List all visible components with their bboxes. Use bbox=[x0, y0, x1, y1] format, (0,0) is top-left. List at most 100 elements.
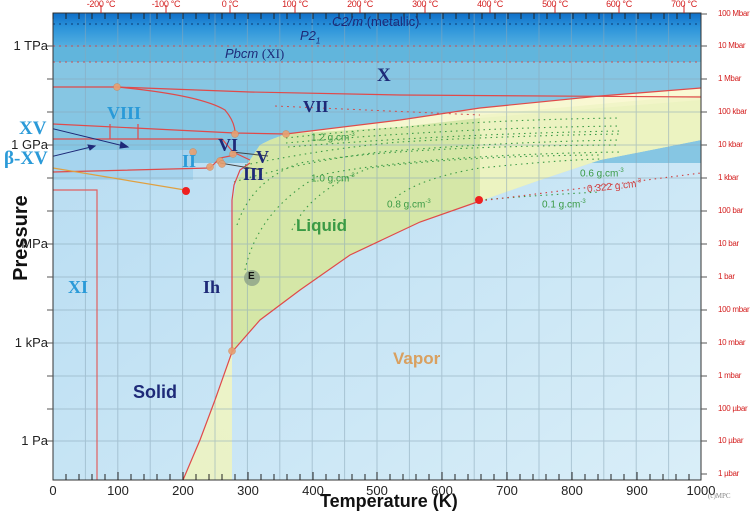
celsius-ticks bbox=[100, 5, 685, 13]
label-viii: VIII bbox=[107, 103, 142, 123]
xi-ih-boundary bbox=[53, 189, 98, 480]
x-tick-500: 500 bbox=[366, 483, 388, 498]
density-value: 1.0 g.cm bbox=[311, 173, 350, 185]
vii-x-boundary bbox=[53, 86, 701, 98]
r-tick-1bar: 1 bar bbox=[718, 272, 735, 281]
r-tick-10mbar: 10 mbar bbox=[718, 338, 746, 347]
density-exponent: -3 bbox=[425, 199, 431, 205]
r-tick-1mbar: 1 mbar bbox=[718, 371, 742, 380]
density-exponent: -3 bbox=[635, 178, 642, 185]
r-tick-100mbar-mega: 100 Mbar bbox=[718, 9, 750, 18]
density-value: 0.8 g.cm bbox=[387, 199, 426, 211]
c-tick-500: 500 °C bbox=[542, 0, 568, 9]
x-tick-700: 700 bbox=[496, 483, 518, 498]
x-tick-0: 0 bbox=[49, 483, 57, 498]
phase-boundaries bbox=[53, 86, 701, 480]
r-tick-100kbar: 100 kbar bbox=[718, 107, 747, 116]
label-v: V bbox=[256, 147, 269, 167]
label-xv: XV bbox=[19, 118, 47, 139]
triple-points bbox=[113, 83, 290, 355]
melting-curve-ih bbox=[231, 162, 251, 352]
density-exponent: -3 bbox=[580, 199, 586, 205]
e-marker-circle bbox=[244, 270, 260, 286]
label-pbcm-xi: Pbcm (XI) bbox=[225, 47, 284, 60]
density-label-1-0: 1.0 g.cm-3 bbox=[311, 173, 355, 184]
y-tick-1kpa: 1 kPa bbox=[14, 335, 48, 350]
label-c2m: C2/m bbox=[332, 14, 364, 29]
density-label-0-1: 0.1 g.cm-3 bbox=[542, 199, 586, 210]
right-ticks bbox=[701, 13, 707, 475]
melting-curve-vii bbox=[285, 87, 701, 135]
label-solid: Solid bbox=[133, 382, 177, 402]
ix-boundary bbox=[53, 167, 186, 191]
arrow-head-beta-xv bbox=[87, 144, 97, 151]
label-x: X bbox=[377, 65, 391, 86]
r-tick-100mbar: 100 mbar bbox=[718, 305, 750, 314]
r-tick-1kbar: 1 kbar bbox=[718, 173, 739, 182]
y-tick-1gpa: 1 GPa bbox=[11, 137, 48, 152]
label-e: E bbox=[248, 271, 255, 282]
label-xi: XI bbox=[68, 277, 89, 297]
density-value: 0.1 g.cm bbox=[542, 199, 581, 211]
arrow-head-xv bbox=[119, 141, 130, 149]
c-tick-300: 300 °C bbox=[412, 0, 438, 9]
density-label-0-8: 0.8 g.cm-3 bbox=[387, 199, 431, 210]
y-tick-1pa: 1 Pa bbox=[21, 433, 48, 448]
r-tick-1mbar-mega: 1 Mbar bbox=[718, 74, 742, 83]
c-tick-700: 700 °C bbox=[671, 0, 697, 9]
density-exponent: -3 bbox=[349, 132, 355, 138]
left-ticks bbox=[47, 45, 53, 442]
label-ih: Ih bbox=[203, 277, 221, 297]
density-contours bbox=[233, 117, 621, 271]
critical-isochore bbox=[479, 172, 701, 202]
x-tick-1000: 1000 bbox=[686, 483, 716, 498]
c-tick-m100: -100 °C bbox=[151, 0, 181, 9]
label-vii: VII bbox=[303, 97, 329, 116]
top-ticks bbox=[52, 13, 691, 19]
label-vi: VI bbox=[218, 135, 239, 155]
x-tick-100: 100 bbox=[107, 483, 129, 498]
c-tick-0: 0 °C bbox=[221, 0, 239, 9]
y-tick-mpa: MPa bbox=[21, 236, 48, 251]
vaporization-curve bbox=[231, 200, 481, 353]
label-p21: P21 bbox=[300, 29, 320, 46]
plot-area bbox=[53, 13, 701, 480]
density-label-0-6: 0.6 g.cm-3 bbox=[580, 168, 624, 179]
r-tick-100bar: 100 bar bbox=[718, 206, 744, 215]
x-tick-300: 300 bbox=[237, 483, 259, 498]
c-tick-m200: -200 °C bbox=[86, 0, 116, 9]
label-liquid: Liquid bbox=[296, 216, 347, 235]
triple-point-ih-liquid-vapor bbox=[228, 347, 236, 355]
r-tick-10kbar: 10 kbar bbox=[718, 140, 743, 149]
label-pbcm: Pbcm bbox=[225, 46, 259, 61]
density-exponent: -3 bbox=[349, 173, 355, 179]
copyright: (c)MPC bbox=[708, 492, 731, 500]
density-value: 0.6 g.cm bbox=[580, 168, 619, 180]
second-critical-point bbox=[182, 187, 190, 195]
r-tick-100ubar: 100 µbar bbox=[718, 404, 748, 413]
vii-viii-boundary bbox=[116, 86, 236, 134]
x-tick-200: 200 bbox=[172, 483, 194, 498]
xv-boundaries bbox=[109, 124, 139, 139]
label-metallic: (metallic) bbox=[366, 14, 420, 29]
r-tick-10bar: 10 bar bbox=[718, 239, 739, 248]
density-label-1-2: 1.2 g.cm-3 bbox=[311, 132, 355, 143]
density-exponent: -3 bbox=[618, 168, 624, 174]
x-axis-title: Temperature (K) bbox=[320, 491, 458, 511]
r-tick-10mbar-mega: 10 Mbar bbox=[718, 41, 746, 50]
label-pbcm-xi-sub: (XI) bbox=[261, 46, 285, 61]
y-tick-1tpa: 1 TPa bbox=[13, 38, 48, 53]
ii-boundary bbox=[53, 154, 236, 173]
high-pressure-dotted-boundaries bbox=[53, 23, 701, 116]
label-beta-xv: β-XV bbox=[4, 148, 48, 169]
label-p21-sub: 1 bbox=[315, 36, 321, 46]
c-tick-600: 600 °C bbox=[606, 0, 632, 9]
x-tick-400: 400 bbox=[302, 483, 324, 498]
r-tick-1ubar: 1 µbar bbox=[718, 469, 740, 478]
annotation-arrows bbox=[53, 128, 269, 171]
r-tick-10ubar: 10 µbar bbox=[718, 436, 744, 445]
x-tick-600: 600 bbox=[431, 483, 453, 498]
density-value: 1.2 g.cm bbox=[311, 132, 350, 144]
